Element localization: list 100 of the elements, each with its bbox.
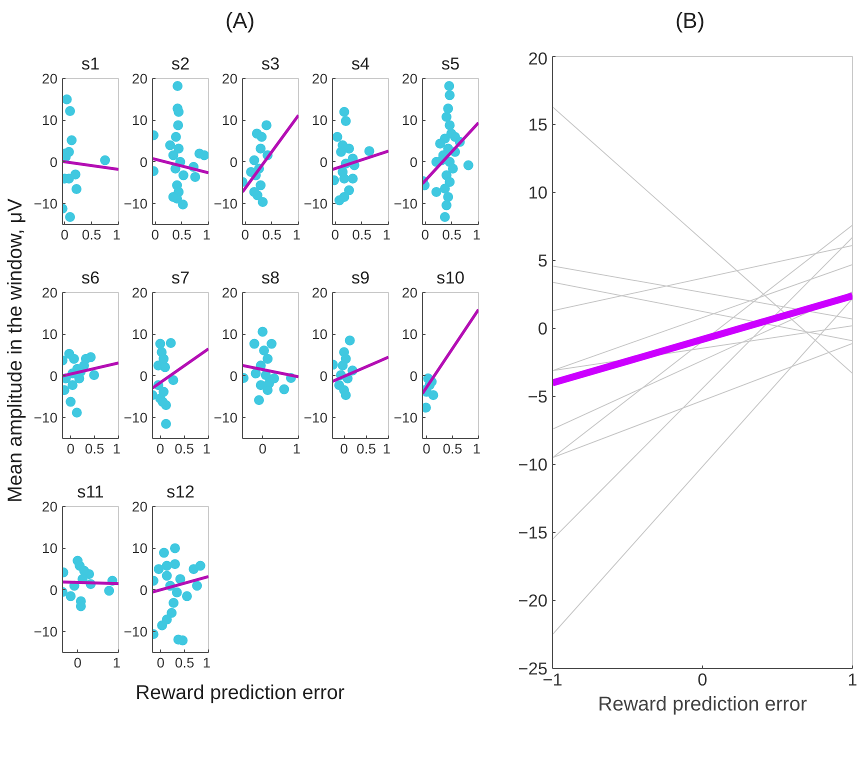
y-tick-label: −15	[518, 522, 548, 542]
y-axis-title: Mean amplitude in the window, μV	[4, 198, 26, 502]
chart-title: s3	[261, 54, 280, 74]
y-tick-label: 20	[132, 498, 148, 514]
y-tick-label: 20	[312, 70, 328, 86]
y-tick-label: 15	[528, 114, 548, 134]
y-tick-label: 5	[538, 250, 548, 270]
x-tick-label: 1	[292, 226, 301, 242]
y-tick-label: −10	[304, 196, 328, 212]
x-tick-label: 1	[202, 226, 211, 242]
y-tick-label: 20	[402, 284, 418, 300]
y-tick-label: −10	[124, 196, 148, 212]
y-tick-label: 0	[538, 318, 548, 338]
y-tick-label: 10	[42, 112, 58, 128]
y-tick-label: 10	[42, 326, 58, 342]
x-tick-label: 1	[472, 226, 481, 242]
chart-title: s1	[81, 54, 100, 74]
y-tick-label: −10	[34, 624, 58, 640]
chart-title: s11	[77, 482, 104, 502]
y-tick-label: −10	[34, 196, 58, 212]
x-tick-label: 0	[422, 440, 431, 456]
x-tick-label: 0.5	[442, 226, 462, 242]
y-tick-label: −10	[394, 196, 418, 212]
chart-title: s10	[436, 268, 464, 288]
y-tick-label: −10	[394, 410, 418, 426]
chart-title: s7	[171, 268, 190, 288]
x-tick-label: 0.5	[174, 654, 195, 670]
y-tick-label: 0	[140, 154, 148, 170]
x-tick-label: 1	[382, 440, 391, 456]
x-tick-label: 0.5	[174, 440, 194, 456]
y-tick-label: 0	[410, 368, 418, 384]
x-tick-label: 1	[472, 440, 481, 456]
y-tick-label: 20	[312, 284, 328, 300]
y-tick-label: −5	[528, 386, 548, 406]
x-tick-label: 0	[258, 440, 267, 456]
y-tick-label: 20	[42, 70, 58, 86]
y-tick-label: 20	[402, 70, 418, 86]
x-tick-label: 0.5	[356, 440, 376, 456]
x-tick-label: 1	[292, 440, 301, 456]
y-tick-label: 0	[230, 154, 238, 170]
y-tick-label: 10	[42, 540, 58, 556]
chart-title: s8	[261, 268, 280, 288]
y-tick-label: 20	[222, 284, 238, 300]
y-tick-label: 0	[50, 582, 58, 598]
x-tick-label: 0	[340, 440, 348, 456]
x-axis-title: Reward prediction error	[598, 694, 808, 716]
y-tick-label: 20	[132, 70, 148, 86]
y-tick-label: 10	[132, 540, 148, 556]
y-tick-label: −10	[34, 410, 58, 426]
x-tick-label: 0.5	[82, 226, 102, 242]
y-tick-label: 20	[132, 284, 148, 300]
y-tick-label: 0	[410, 154, 418, 170]
x-tick-label: 0	[74, 654, 82, 670]
y-tick-label: −10	[304, 410, 328, 426]
y-tick-label: 20	[222, 70, 238, 86]
x-tick-label: 0	[66, 440, 75, 456]
y-tick-label: 0	[230, 368, 238, 384]
x-tick-label: 1	[202, 440, 211, 456]
x-tick-label: 1	[382, 226, 391, 242]
x-tick-label: 0	[151, 226, 160, 242]
x-tick-label: 0	[156, 654, 165, 670]
chart-title: s2	[171, 54, 190, 74]
y-tick-label: 10	[312, 326, 328, 342]
x-tick-label: 1	[112, 654, 121, 670]
x-tick-label: 1	[112, 440, 121, 456]
x-tick-label: 1	[112, 226, 121, 242]
chart-title: s5	[441, 54, 460, 74]
x-tick-label: 0.5	[172, 226, 192, 242]
x-tick-label: 0	[156, 440, 164, 456]
x-axis-title: Reward prediction error	[136, 681, 344, 706]
x-tick-label: 0	[60, 226, 69, 242]
y-tick-label: −10	[214, 410, 238, 426]
y-tick-label: 20	[528, 48, 548, 68]
x-tick-label: 0.5	[442, 440, 462, 456]
y-tick-label: 0	[140, 582, 148, 598]
y-tick-label: 10	[222, 326, 238, 342]
chart-title: s4	[351, 54, 370, 74]
chart-title: s9	[351, 268, 370, 288]
y-tick-label: −20	[518, 590, 548, 610]
y-tick-label: 0	[50, 154, 58, 170]
y-tick-label: 0	[140, 368, 148, 384]
y-tick-label: 10	[528, 182, 548, 202]
y-tick-label: 10	[402, 326, 418, 342]
y-tick-label: −10	[214, 196, 238, 212]
y-tick-label: 0	[320, 154, 328, 170]
y-tick-label: −10	[518, 454, 548, 474]
y-tick-label: −10	[124, 410, 148, 426]
x-tick-label: 0	[241, 226, 250, 242]
x-tick-label: 0.5	[84, 440, 105, 456]
x-tick-label: 0	[698, 670, 708, 690]
x-tick-label: 0.5	[352, 226, 372, 242]
y-tick-label: 10	[132, 326, 148, 342]
y-tick-label: 10	[222, 112, 238, 128]
chart-title: (B)	[675, 7, 705, 35]
chart-title: s12	[166, 482, 194, 502]
x-tick-label: 0	[421, 226, 430, 242]
x-tick-label: 1	[848, 670, 858, 690]
y-tick-label: 10	[402, 112, 418, 128]
text: (A)	[225, 7, 255, 35]
y-tick-label: 10	[312, 112, 328, 128]
